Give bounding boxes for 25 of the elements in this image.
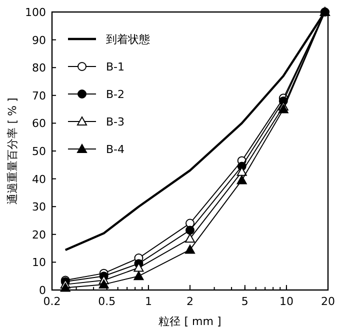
y-tick-label: 30 xyxy=(32,200,46,214)
y-tick-label: 70 xyxy=(32,89,46,102)
legend-label: B-2 xyxy=(106,88,125,101)
legend-label: 到着状態 xyxy=(106,33,150,46)
x-tick-label: 1 xyxy=(144,295,152,308)
x-tick-label: 20 xyxy=(321,295,335,308)
legend-label: B-4 xyxy=(106,143,125,156)
legend-label: B-3 xyxy=(106,116,125,128)
y-tick-label: 40 xyxy=(32,172,46,186)
x-tick-label: 10 xyxy=(279,295,294,308)
x-tick-label: 0.2 xyxy=(43,295,61,308)
x-tick-label: 5 xyxy=(241,295,248,308)
y-tick-label: 10 xyxy=(32,256,46,270)
y-axis-title: 通過重量百分率 [ % ] xyxy=(6,98,19,204)
y-tick-label: 80 xyxy=(32,62,46,75)
x-axis-title: 粒径 [ mm ] xyxy=(158,315,222,328)
y-tick-label: 100 xyxy=(25,6,46,19)
x-tick-label: 0.5 xyxy=(98,295,116,308)
y-tick-label: 0 xyxy=(39,284,46,297)
y-tick-label: 90 xyxy=(32,34,46,47)
y-tick-label: 50 xyxy=(32,145,46,158)
x-tick-label: 2 xyxy=(186,295,194,308)
legend-label: B-1 xyxy=(106,60,125,74)
y-tick-label: 60 xyxy=(32,117,46,130)
y-tick-label: 20 xyxy=(32,228,46,242)
